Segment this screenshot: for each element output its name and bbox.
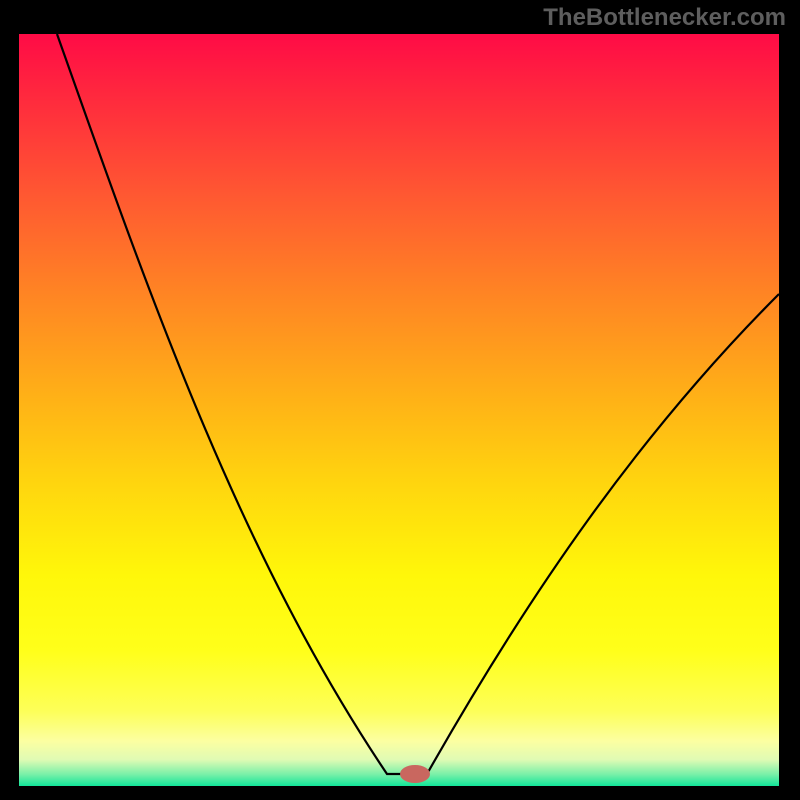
bottleneck-chart: TheBottlenecker.com bbox=[0, 0, 800, 800]
watermark-text: TheBottlenecker.com bbox=[543, 4, 786, 32]
bottleneck-curve bbox=[19, 34, 779, 786]
valley-marker bbox=[400, 765, 430, 783]
plot-area bbox=[19, 34, 779, 786]
